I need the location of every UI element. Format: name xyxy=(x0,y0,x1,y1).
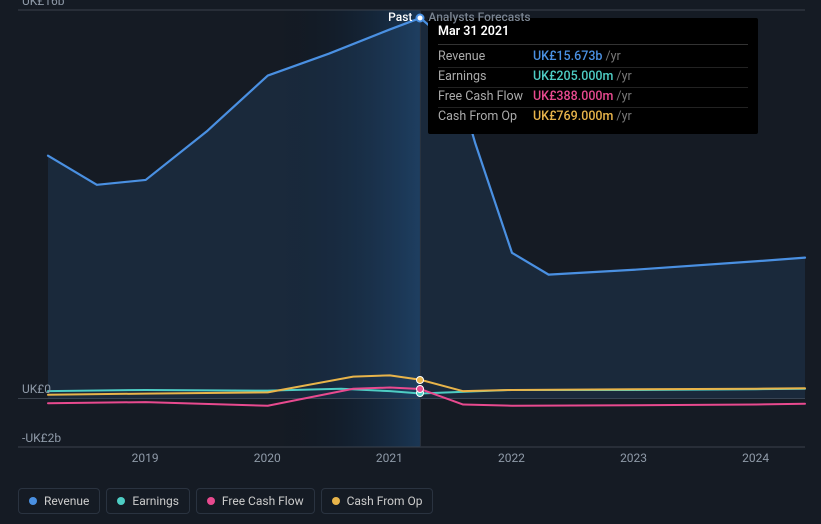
tooltip-value: UK£769.000m xyxy=(533,109,613,126)
legend-dot-icon xyxy=(207,497,215,505)
series-marker-fcf xyxy=(416,385,424,393)
chart-tooltip: Mar 31 2021 RevenueUK£15.673b/yrEarnings… xyxy=(428,18,758,134)
tooltip-label: Cash From Op xyxy=(438,109,533,126)
tooltip-unit: /yr xyxy=(616,89,631,106)
tooltip-label: Earnings xyxy=(438,69,533,86)
legend-item-cfo[interactable]: Cash From Op xyxy=(321,488,434,514)
tooltip-unit: /yr xyxy=(616,109,631,126)
legend-label: Cash From Op xyxy=(347,494,423,508)
legend-item-earnings[interactable]: Earnings xyxy=(106,488,190,514)
legend-dot-icon xyxy=(117,497,125,505)
tooltip-value: UK£388.000m xyxy=(533,89,613,106)
x-axis-label: 2020 xyxy=(254,451,281,465)
legend-item-revenue[interactable]: Revenue xyxy=(18,488,100,514)
x-axis-label: 2021 xyxy=(376,451,403,465)
legend-label: Free Cash Flow xyxy=(222,494,304,508)
legend-label: Earnings xyxy=(132,494,179,508)
past-label: Past xyxy=(388,10,412,24)
legend-item-fcf[interactable]: Free Cash Flow xyxy=(196,488,315,514)
tooltip-unit: /yr xyxy=(605,49,620,66)
legend: Revenue Earnings Free Cash Flow Cash From O… xyxy=(18,488,433,514)
tooltip-row: EarningsUK£205.000m/yr xyxy=(438,68,748,88)
tooltip-label: Free Cash Flow xyxy=(438,89,533,106)
x-axis-label: 2019 xyxy=(132,451,159,465)
forecast-label: Analysts Forecasts xyxy=(428,10,530,24)
divider-dot xyxy=(416,13,425,22)
y-axis-label: -UK£2b xyxy=(22,431,61,445)
legend-dot-icon xyxy=(29,497,37,505)
tooltip-row: Cash From OpUK£769.000m/yr xyxy=(438,108,748,127)
tooltip-unit: /yr xyxy=(616,69,631,86)
tooltip-row: Free Cash FlowUK£388.000m/yr xyxy=(438,88,748,108)
tooltip-label: Revenue xyxy=(438,49,533,66)
x-axis-label: 2022 xyxy=(498,451,525,465)
y-axis-label: UK£16b xyxy=(22,0,65,8)
tooltip-date: Mar 31 2021 xyxy=(438,24,748,45)
tooltip-value: UK£205.000m xyxy=(533,69,613,86)
series-marker-cfo xyxy=(416,376,424,384)
x-axis-label: 2024 xyxy=(742,451,769,465)
y-axis-label: UK£0 xyxy=(22,382,51,396)
legend-dot-icon xyxy=(332,497,340,505)
legend-label: Revenue xyxy=(44,494,89,508)
tooltip-value: UK£15.673b xyxy=(533,49,602,66)
tooltip-row: RevenueUK£15.673b/yr xyxy=(438,48,748,68)
x-axis-label: 2023 xyxy=(620,451,647,465)
